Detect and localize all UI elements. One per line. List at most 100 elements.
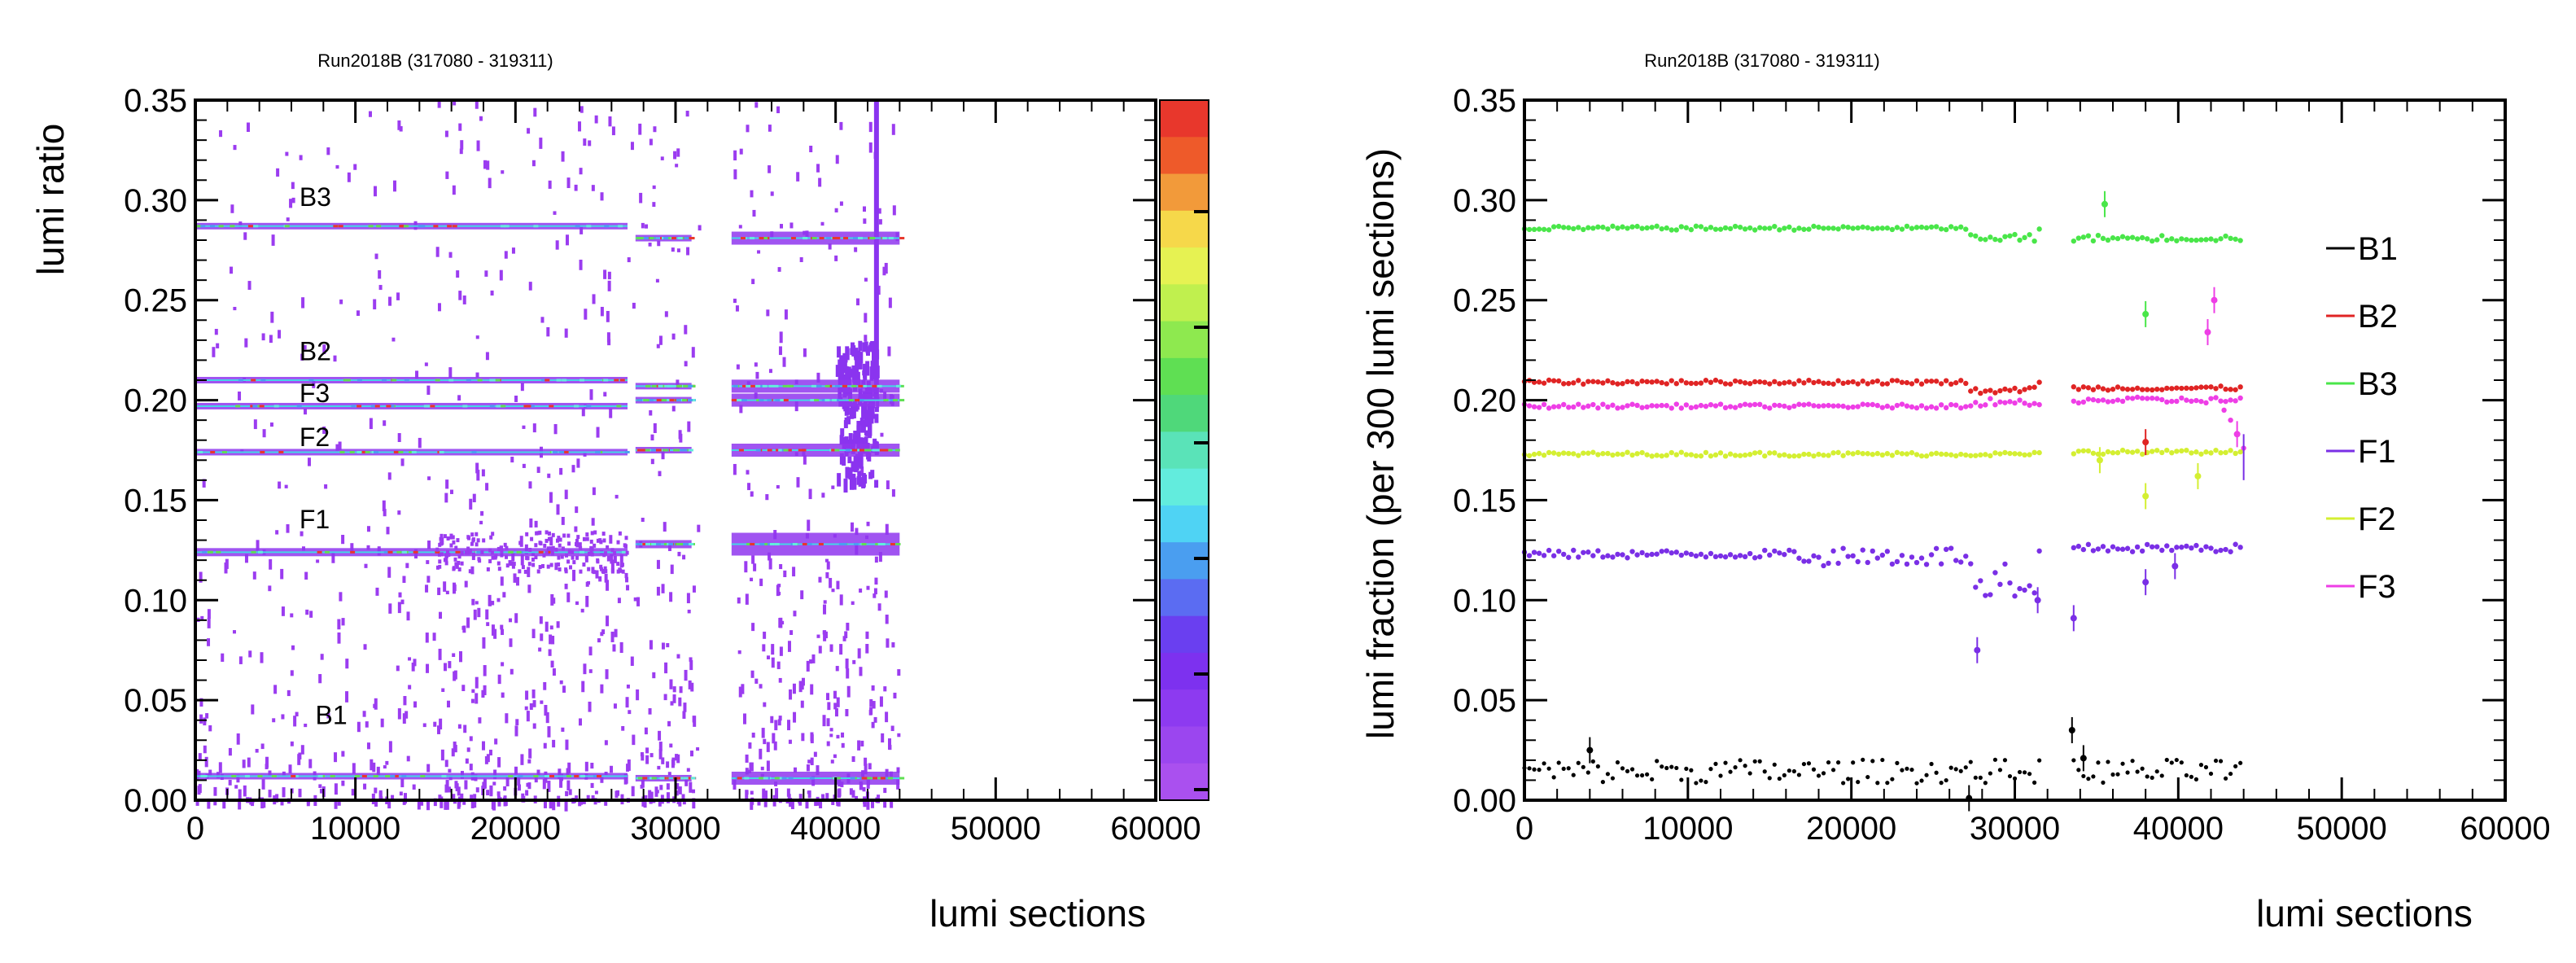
heatmap-cell xyxy=(757,250,761,254)
point-f2 xyxy=(1747,452,1753,457)
point-b2 xyxy=(2124,387,2131,392)
heatmap-cell xyxy=(851,365,856,380)
heatmap-cell xyxy=(475,372,479,378)
band-hot-cell xyxy=(216,550,221,554)
point-f1 xyxy=(1923,562,1930,567)
point-b1 xyxy=(2007,773,2013,779)
point-b1 xyxy=(1566,766,1571,771)
point-f3 xyxy=(2139,396,2145,401)
heatmap-cell xyxy=(761,728,765,738)
point-f1 xyxy=(1801,558,1807,564)
heatmap-cell xyxy=(555,538,559,543)
heatmap-cell xyxy=(697,524,701,532)
point-f1 xyxy=(1541,553,1547,558)
band-hot-cell xyxy=(356,379,362,382)
heatmap-cell xyxy=(789,222,794,229)
heatmap-cell xyxy=(374,799,378,807)
band-hot-cell xyxy=(877,384,882,387)
point-b3 xyxy=(2080,234,2087,240)
point-b2 xyxy=(1923,379,1930,384)
point-f1 xyxy=(1943,546,1949,553)
heatmap-cell xyxy=(522,463,526,468)
heatmap-cell xyxy=(304,408,308,415)
point-b3 xyxy=(1850,225,1856,231)
heatmap-cell xyxy=(244,554,248,563)
heatmap-cell xyxy=(853,430,858,442)
point-b3 xyxy=(1644,225,1650,231)
point-b3 xyxy=(2124,235,2131,241)
heatmap-cell xyxy=(232,630,236,634)
heatmap-cell xyxy=(375,587,379,596)
heatmap-cell xyxy=(806,660,810,672)
point-f1 xyxy=(1787,547,1792,554)
band-hot-cell xyxy=(783,449,789,452)
band-label-f1: F1 xyxy=(300,505,330,534)
band-hot-cell xyxy=(563,450,569,453)
band-hot-cell xyxy=(202,550,208,554)
band-hot-cell xyxy=(880,449,886,452)
heatmap-cell xyxy=(470,532,475,537)
heatmap-cell xyxy=(887,346,891,357)
heatmap-cell xyxy=(682,711,686,719)
band-hot-cell xyxy=(200,225,206,228)
heatmap-cell xyxy=(579,168,583,175)
heatmap-cell xyxy=(625,576,629,583)
heatmap-cell xyxy=(400,599,405,605)
right-x-axis: 0 10000 20000 30000 40000 50000 60000 xyxy=(1515,100,2551,847)
point-f2 xyxy=(1708,453,1714,459)
left-x-axis-label: lumi sections xyxy=(929,892,1146,935)
point-b1 xyxy=(2071,758,2076,763)
heatmap-cell xyxy=(467,536,471,541)
heatmap-cell xyxy=(835,666,839,672)
point-f1 xyxy=(1879,552,1886,558)
heatmap-cell xyxy=(686,247,690,256)
heatmap-cell xyxy=(840,428,845,436)
heatmap-cell xyxy=(658,471,662,476)
point-b1 xyxy=(2130,759,2135,764)
heatmap-cell xyxy=(482,538,486,543)
point-b2 xyxy=(1571,380,1577,386)
band-hot-cell xyxy=(786,449,792,452)
heatmap-cell xyxy=(445,799,449,810)
band-hot-cell xyxy=(651,384,657,387)
heatmap-cell xyxy=(590,763,594,769)
heatmap-cell xyxy=(448,786,452,793)
band-hot-cell xyxy=(858,384,864,387)
heatmap-cell xyxy=(624,536,628,541)
point-f3 xyxy=(1590,401,1596,408)
point-b1 xyxy=(1694,781,1699,786)
heatmap-cell xyxy=(525,690,529,700)
heatmap-cell xyxy=(625,697,629,708)
point-b2 xyxy=(1639,379,1645,384)
point-f1 xyxy=(1571,547,1577,554)
band-hot-cell xyxy=(689,542,694,545)
heatmap-cell xyxy=(891,641,895,648)
heatmap-cell xyxy=(578,718,582,726)
heatmap-cell xyxy=(880,432,884,437)
heatmap-cell xyxy=(466,617,470,628)
point-b3 xyxy=(2213,238,2219,243)
point-f1 xyxy=(2179,545,2185,550)
heatmap-cell xyxy=(860,466,864,476)
band-hot-cell xyxy=(659,777,665,780)
heatmap-cell xyxy=(531,557,535,562)
band-hot-cell xyxy=(390,775,396,778)
heatmap-cell xyxy=(233,145,237,151)
heatmap-cell xyxy=(839,201,843,206)
band-hot-cell xyxy=(476,550,482,554)
heatmap-cell xyxy=(652,202,656,208)
heatmap-cell xyxy=(234,785,238,789)
point-b3 xyxy=(2007,233,2013,239)
band-hot-cell xyxy=(883,399,889,402)
band-hot-cell xyxy=(525,405,531,408)
point-f1 xyxy=(1777,550,1782,556)
point-f2 xyxy=(1904,451,1910,457)
band-hot-cell xyxy=(471,450,477,453)
band-hot-cell xyxy=(356,450,362,453)
band-hot-cell xyxy=(835,237,841,240)
heatmap-cell xyxy=(238,799,242,810)
band-hot-cell xyxy=(646,777,652,780)
heatmap-cell xyxy=(448,252,453,258)
point-f3 xyxy=(2164,399,2170,405)
